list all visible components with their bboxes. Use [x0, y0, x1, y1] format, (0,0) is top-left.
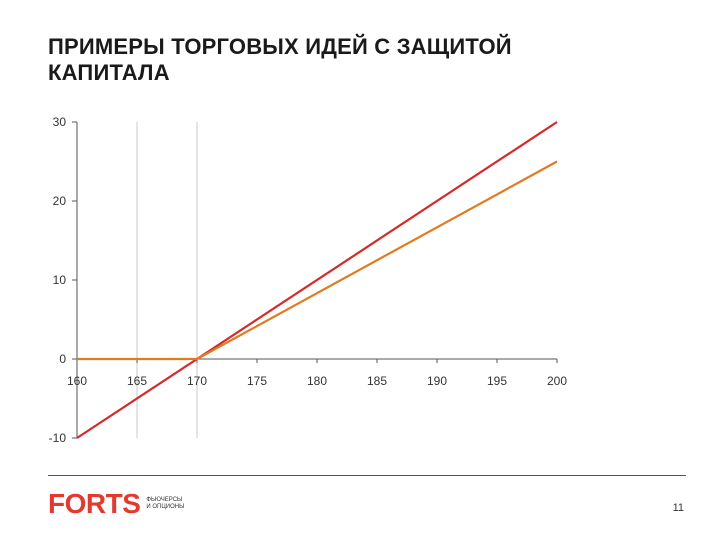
- x-tick-label: 185: [367, 374, 387, 388]
- slide-title: ПРИМЕРЫ ТОРГОВЫХ ИДЕЙ С ЗАЩИТОЙ КАПИТАЛА: [48, 34, 668, 86]
- footer-divider: [48, 475, 686, 476]
- vertical-guides: [136, 122, 198, 438]
- slide-title-line-2: КАПИТАЛА: [48, 60, 170, 85]
- logo-wordmark: FORTS: [48, 488, 141, 519]
- payoff-chart: -10 0 10 20 30 160 165 170 175 180 185 190 195 200: [49, 115, 568, 445]
- x-tick-label: 190: [427, 374, 447, 388]
- logo-subtitle-line-2: И ОПЦИОНЫ: [146, 504, 185, 510]
- page-number: 11: [672, 502, 684, 514]
- y-tick-label: 30: [53, 115, 67, 129]
- forts-logo: FORTS ФЬЮЧЕРСЫ И ОПЦИОНЫ: [48, 490, 184, 518]
- series-line-1: [76, 121, 558, 439]
- x-tick-label: 200: [547, 374, 567, 388]
- x-tick-label: 195: [487, 374, 507, 388]
- y-tick-label: 0: [59, 352, 66, 366]
- tick-labels: -10 0 10 20 30 160 165 170 175 180 185 190 195 200: [49, 115, 568, 445]
- x-tick-label: 160: [67, 374, 87, 388]
- x-tick-label: 175: [247, 374, 267, 388]
- series-line-2: [77, 160, 558, 361]
- y-tick-label: -10: [49, 431, 67, 445]
- logo-subtitle-line-1: ФЬЮЧЕРСЫ: [146, 497, 183, 503]
- x-tick-label: 170: [187, 374, 207, 388]
- y-tick-label: 20: [53, 194, 67, 208]
- slide-title-line-1: ПРИМЕРЫ ТОРГОВЫХ ИДЕЙ С ЗАЩИТОЙ: [48, 34, 512, 59]
- x-tick-label: 165: [127, 374, 147, 388]
- y-tick-label: 10: [53, 273, 67, 287]
- logo-subtitle: ФЬЮЧЕРСЫ И ОПЦИОНЫ: [146, 497, 184, 511]
- chart-series: [76, 121, 558, 439]
- x-tick-label: 180: [307, 374, 327, 388]
